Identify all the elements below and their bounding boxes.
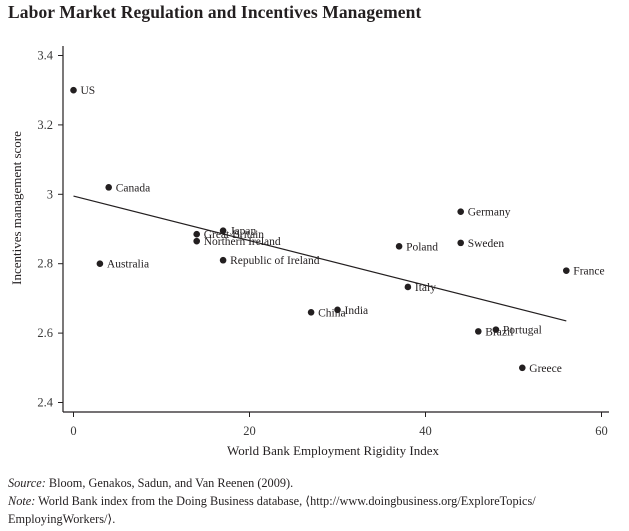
- data-point: [307, 308, 315, 316]
- x-tick-label: 60: [595, 424, 608, 438]
- point-northern-ireland: Northern Ireland: [193, 236, 281, 248]
- data-point: [193, 230, 200, 238]
- note-line: Note: World Bank index from the Doing Bu…: [8, 492, 628, 528]
- chart-footer: Source: Bloom, Genakos, Sadun, and Van R…: [8, 474, 628, 528]
- data-point: [219, 227, 227, 235]
- point-australia: Australia: [96, 259, 149, 271]
- data-point: [492, 326, 500, 333]
- fit-line-group: [73, 195, 567, 322]
- note-label: Note:: [8, 494, 36, 508]
- data-point: [334, 306, 341, 314]
- data-point: [70, 86, 77, 94]
- point-india: India: [334, 305, 368, 317]
- point-brazil: Brazil: [475, 326, 513, 338]
- point-label: Great Britain: [204, 229, 265, 241]
- point-label: China: [318, 307, 345, 319]
- point-label: Brazil: [485, 326, 513, 338]
- data-point: [193, 237, 200, 245]
- point-label: Northern Ireland: [204, 236, 281, 248]
- point-italy: Italy: [404, 282, 436, 294]
- data-point: [457, 239, 465, 247]
- point-label: Portugal: [503, 325, 542, 337]
- y-axis-label: Incentives management score: [9, 131, 24, 285]
- point-republic-of-ireland: Republic of Ireland: [219, 255, 320, 267]
- source-line: Source: Bloom, Genakos, Sadun, and Van R…: [8, 474, 628, 492]
- point-label: India: [345, 305, 369, 317]
- point-sweden: Sweden: [457, 238, 504, 250]
- point-canada: Canada: [105, 182, 150, 194]
- data-point: [96, 260, 104, 268]
- y-tick-label: 3: [47, 187, 53, 201]
- axes: 2.4 2.6 2.8 3 3.2 3.4 0 20 40 60: [37, 46, 609, 438]
- point-france: France: [563, 266, 605, 278]
- y-tick-label: 2.4: [37, 396, 53, 410]
- data-point: [105, 184, 112, 191]
- point-label: Sweden: [468, 238, 505, 250]
- point-label: Canada: [116, 182, 150, 194]
- y-tick-label: 2.6: [37, 326, 53, 340]
- point-us: US: [70, 85, 95, 97]
- point-label: Australia: [107, 259, 149, 271]
- point-poland: Poland: [395, 241, 438, 253]
- data-point: [219, 256, 227, 264]
- point-label: Poland: [406, 241, 438, 253]
- x-tick-label: 0: [70, 424, 76, 438]
- note-text: World Bank index from the Doing Business…: [8, 494, 536, 526]
- source-text: Bloom, Genakos, Sadun, and Van Reenen (2…: [45, 476, 294, 490]
- data-point: [475, 328, 482, 335]
- y-tick-label: 3.2: [37, 118, 53, 132]
- point-portugal: Portugal: [492, 325, 542, 337]
- point-germany: Germany: [457, 207, 511, 219]
- source-label: Source:: [8, 476, 46, 490]
- data-point: [457, 208, 465, 215]
- point-label: France: [573, 266, 604, 278]
- data-point: [519, 364, 526, 372]
- point-greece: Greece: [519, 363, 562, 375]
- chart-title: Labor Market Regulation and Incentives M…: [8, 2, 422, 22]
- x-tick-label: 40: [419, 424, 432, 438]
- data-point: [395, 243, 403, 250]
- point-label: Japan: [230, 226, 256, 238]
- point-label: US: [81, 85, 96, 97]
- point-label: Republic of Ireland: [230, 255, 320, 267]
- point-label: Greece: [529, 363, 562, 375]
- point-label: Germany: [468, 207, 511, 219]
- x-tick-label: 20: [243, 424, 256, 438]
- y-tick-label: 2.8: [37, 257, 53, 271]
- point-japan: Japan: [219, 226, 257, 238]
- point-great-britain: Great Britain: [193, 229, 264, 241]
- data-point: [404, 283, 412, 291]
- data-point: [563, 267, 570, 274]
- scatter-chart: 2.4 2.6 2.8 3 3.2 3.4 0 20 40 60 US Canada Australi…: [9, 46, 609, 458]
- point-label: Italy: [415, 282, 436, 294]
- y-tick-label: 3.4: [37, 49, 53, 63]
- x-axis-label: World Bank Employment Rigidity Index: [227, 443, 439, 458]
- fit-line: [73, 195, 567, 322]
